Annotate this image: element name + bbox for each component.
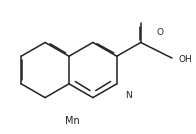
Text: OH: OH xyxy=(178,55,192,64)
Text: Mn: Mn xyxy=(65,116,80,126)
Text: N: N xyxy=(125,91,132,100)
Text: O: O xyxy=(157,28,163,37)
